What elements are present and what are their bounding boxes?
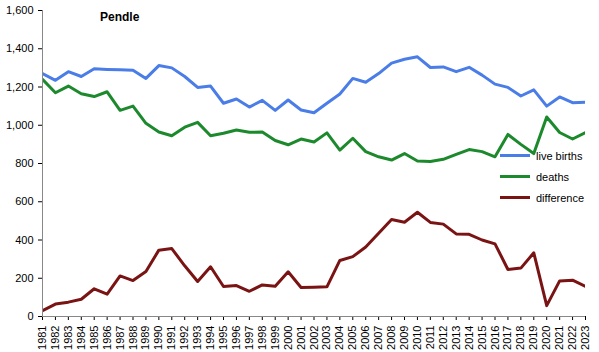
html-text:difference: difference bbox=[536, 191, 585, 204]
svg-text:1,200: 1,200 bbox=[6, 81, 34, 93]
svg-text:2002: 2002 bbox=[308, 326, 320, 350]
svg-text:1986: 1986 bbox=[101, 326, 113, 350]
svg-text:2018: 2018 bbox=[514, 326, 526, 350]
svg-text:1993: 1993 bbox=[191, 326, 203, 350]
svg-text:2007: 2007 bbox=[372, 326, 384, 350]
svg-text:1989: 1989 bbox=[139, 326, 151, 350]
svg-text:1990: 1990 bbox=[152, 326, 164, 350]
svg-text:2008: 2008 bbox=[385, 326, 397, 350]
svg-text:1991: 1991 bbox=[165, 326, 177, 350]
svg-text:2011: 2011 bbox=[424, 326, 436, 350]
svg-text:2015: 2015 bbox=[476, 326, 488, 350]
svg-text:1998: 1998 bbox=[256, 326, 268, 350]
svg-text:1,000: 1,000 bbox=[6, 119, 34, 131]
html-text:live births: live births bbox=[536, 149, 583, 162]
svg-text:2000: 2000 bbox=[282, 326, 294, 350]
svg-text:1985: 1985 bbox=[88, 326, 100, 350]
svg-text:1984: 1984 bbox=[75, 326, 87, 350]
svg-text:1,400: 1,400 bbox=[6, 42, 34, 54]
svg-text:2021: 2021 bbox=[553, 326, 565, 350]
svg-text:2005: 2005 bbox=[346, 326, 358, 350]
svg-text:1992: 1992 bbox=[178, 326, 190, 350]
svg-text:1997: 1997 bbox=[243, 326, 255, 350]
svg-text:2003: 2003 bbox=[320, 326, 332, 350]
svg-text:1987: 1987 bbox=[114, 326, 126, 350]
svg-text:2014: 2014 bbox=[463, 326, 475, 350]
svg-text:1995: 1995 bbox=[217, 326, 229, 350]
html-text:Pendle: Pendle bbox=[100, 10, 140, 24]
svg-text:2023: 2023 bbox=[579, 326, 591, 350]
svg-text:600: 600 bbox=[15, 195, 33, 207]
svg-text:400: 400 bbox=[15, 234, 33, 246]
svg-text:2022: 2022 bbox=[566, 326, 578, 350]
html-text:deaths: deaths bbox=[536, 170, 569, 183]
svg-text:1,600: 1,600 bbox=[6, 4, 34, 16]
svg-text:2010: 2010 bbox=[411, 326, 423, 350]
svg-text:2013: 2013 bbox=[450, 326, 462, 350]
svg-text:1988: 1988 bbox=[127, 326, 139, 350]
svg-text:2016: 2016 bbox=[489, 326, 501, 350]
svg-text:1994: 1994 bbox=[204, 326, 216, 350]
svg-text:2012: 2012 bbox=[437, 326, 449, 350]
svg-text:200: 200 bbox=[15, 272, 33, 284]
svg-text:0: 0 bbox=[27, 310, 33, 322]
svg-text:2020: 2020 bbox=[540, 326, 552, 350]
svg-text:2017: 2017 bbox=[501, 326, 513, 350]
svg-text:2001: 2001 bbox=[295, 326, 307, 350]
svg-text:1999: 1999 bbox=[269, 326, 281, 350]
svg-text:1996: 1996 bbox=[230, 326, 242, 350]
svg-text:2004: 2004 bbox=[333, 326, 345, 350]
svg-text:2019: 2019 bbox=[527, 326, 539, 350]
svg-text:800: 800 bbox=[15, 157, 33, 169]
svg-text:2009: 2009 bbox=[398, 326, 410, 350]
svg-text:1982: 1982 bbox=[49, 326, 61, 350]
svg-text:1983: 1983 bbox=[62, 326, 74, 350]
svg-text:2006: 2006 bbox=[359, 326, 371, 350]
svg-text:1981: 1981 bbox=[36, 326, 48, 350]
